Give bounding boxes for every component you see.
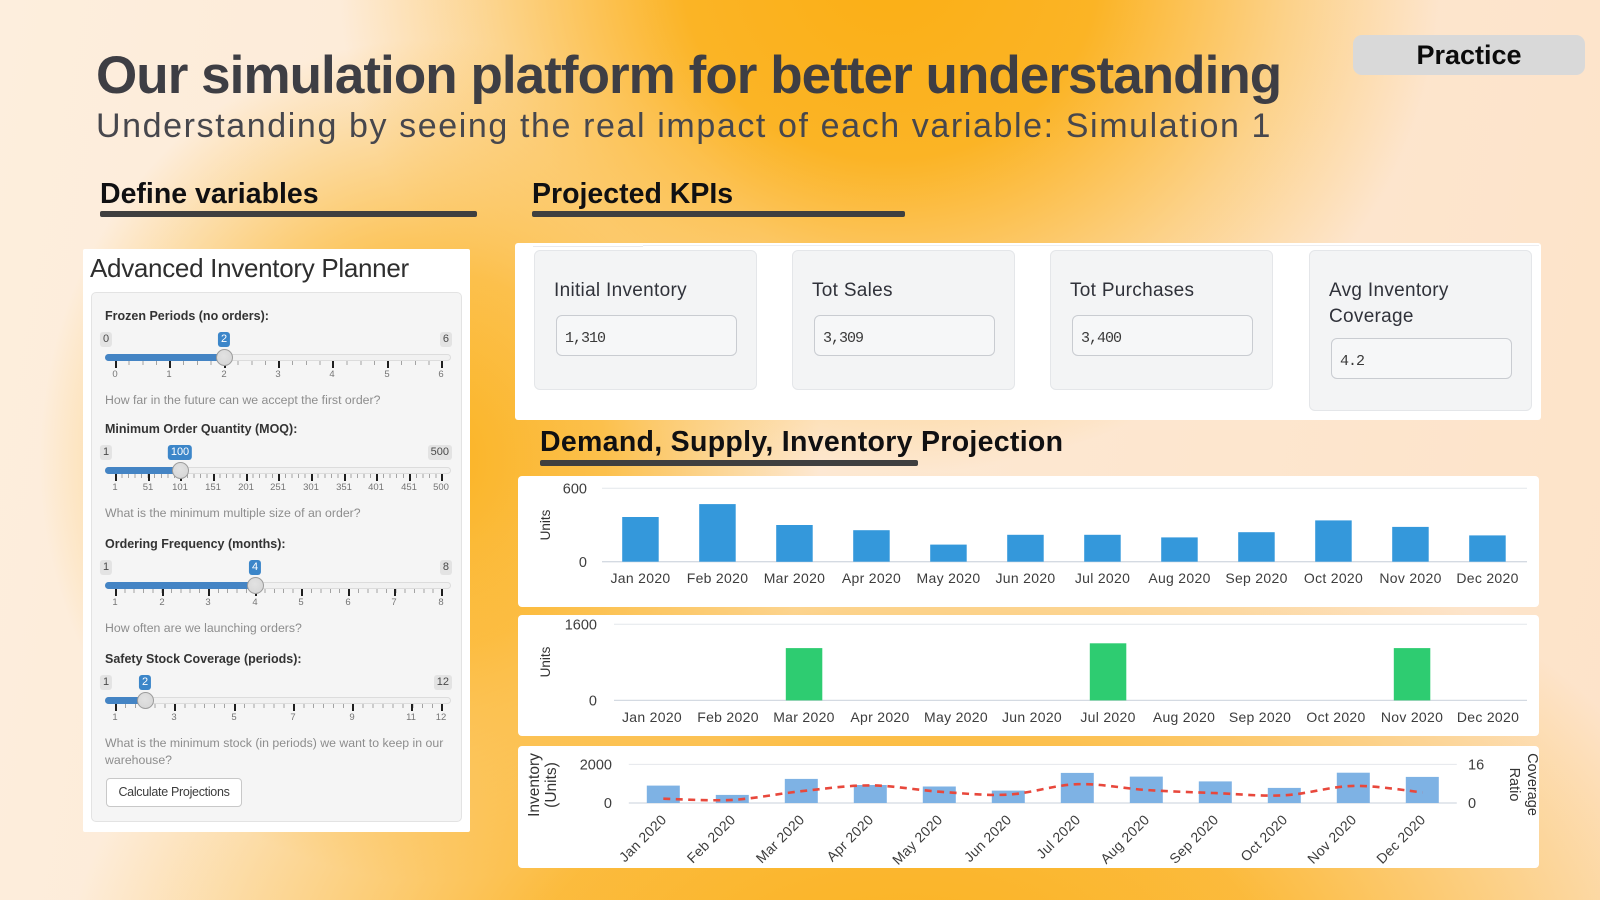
svg-text:May 2020: May 2020 (924, 709, 988, 725)
svg-text:Dec 2020: Dec 2020 (1456, 570, 1518, 586)
svg-text:Apr 2020: Apr 2020 (850, 709, 909, 725)
svg-text:1600: 1600 (565, 618, 597, 634)
svg-text:Dec 2020: Dec 2020 (1373, 811, 1428, 866)
svg-text:0: 0 (604, 796, 612, 812)
svg-text:Oct 2020: Oct 2020 (1306, 709, 1365, 725)
svg-text:Apr 2020: Apr 2020 (823, 811, 876, 864)
svg-text:Units: Units (538, 509, 553, 540)
svg-text:Sep 2020: Sep 2020 (1225, 570, 1287, 586)
svg-text:Mar 2020: Mar 2020 (753, 811, 808, 866)
svg-text:Units: Units (538, 646, 553, 677)
svg-text:(Units): (Units) (543, 762, 560, 808)
svg-text:0: 0 (589, 694, 597, 710)
svg-text:Inventory: Inventory (526, 753, 543, 817)
svg-text:Jun 2020: Jun 2020 (961, 811, 1015, 865)
svg-text:Jan 2020: Jan 2020 (610, 570, 670, 586)
svg-text:2000: 2000 (580, 758, 612, 774)
svg-text:0: 0 (579, 555, 587, 571)
svg-text:Apr 2020: Apr 2020 (842, 570, 901, 586)
svg-text:Jun 2020: Jun 2020 (1002, 709, 1062, 725)
svg-text:Oct 2020: Oct 2020 (1237, 811, 1290, 864)
svg-text:16: 16 (1468, 758, 1484, 774)
svg-text:Jul 2020: Jul 2020 (1033, 811, 1083, 861)
svg-text:Jun 2020: Jun 2020 (995, 570, 1055, 586)
svg-text:Jul 2020: Jul 2020 (1075, 570, 1130, 586)
svg-text:Sep 2020: Sep 2020 (1166, 811, 1221, 866)
svg-text:May 2020: May 2020 (917, 570, 981, 586)
svg-text:0: 0 (1468, 796, 1476, 812)
svg-text:Aug 2020: Aug 2020 (1148, 570, 1210, 586)
svg-text:Jan 2020: Jan 2020 (616, 811, 670, 865)
svg-text:Sep 2020: Sep 2020 (1229, 709, 1291, 725)
svg-text:Jan 2020: Jan 2020 (622, 709, 682, 725)
svg-text:Ratio: Ratio (1506, 768, 1522, 802)
svg-text:Mar 2020: Mar 2020 (773, 709, 835, 725)
svg-text:May 2020: May 2020 (889, 811, 945, 867)
svg-text:Nov 2020: Nov 2020 (1379, 570, 1441, 586)
svg-text:Dec 2020: Dec 2020 (1457, 709, 1519, 725)
svg-text:Feb 2020: Feb 2020 (687, 570, 749, 586)
svg-text:Aug 2020: Aug 2020 (1097, 811, 1152, 866)
svg-text:Nov 2020: Nov 2020 (1304, 811, 1359, 866)
svg-text:Feb 2020: Feb 2020 (697, 709, 759, 725)
svg-text:Jul 2020: Jul 2020 (1080, 709, 1135, 725)
svg-text:Aug 2020: Aug 2020 (1153, 709, 1215, 725)
svg-text:600: 600 (563, 482, 587, 498)
svg-text:Nov 2020: Nov 2020 (1381, 709, 1443, 725)
svg-text:Coverage: Coverage (1524, 753, 1539, 816)
svg-text:Oct 2020: Oct 2020 (1304, 570, 1363, 586)
svg-text:Feb 2020: Feb 2020 (684, 811, 739, 866)
svg-text:Mar 2020: Mar 2020 (764, 570, 826, 586)
